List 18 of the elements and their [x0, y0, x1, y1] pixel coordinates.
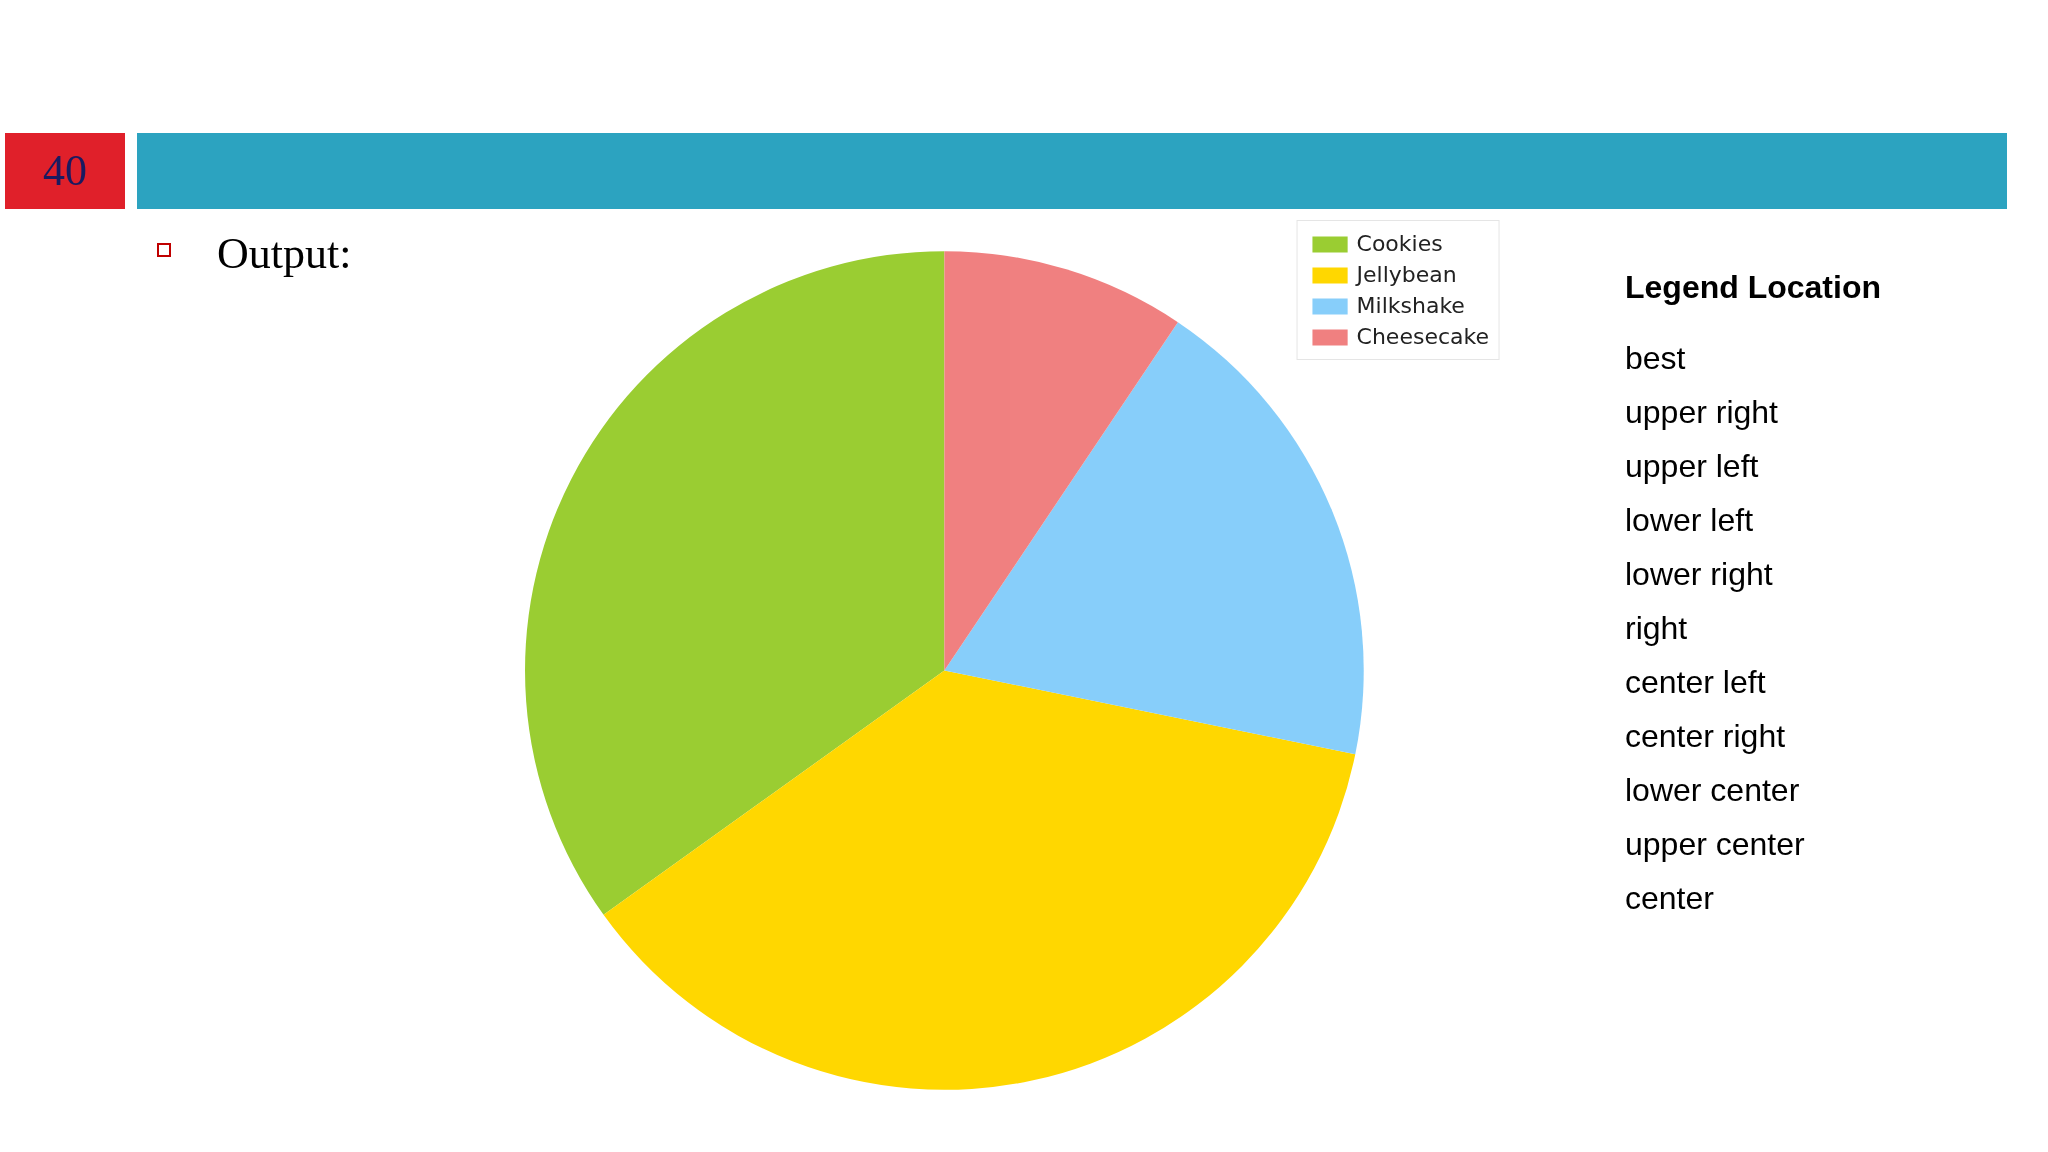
text: 40	[5, 133, 125, 209]
text: center right	[1625, 716, 1787, 756]
text: upper center	[1625, 824, 1806, 864]
legend-label: Milkshake	[1356, 293, 1465, 318]
legend-label: Cookies	[1356, 231, 1443, 256]
text: upper left	[1625, 446, 1760, 486]
text: center left	[1625, 662, 1767, 702]
text: lower left	[1625, 500, 1755, 540]
text: lower right	[1625, 554, 1774, 594]
legend-label: Jellybean	[1356, 262, 1457, 287]
text: Legend Location	[1625, 268, 1881, 307]
text: best	[1625, 338, 1687, 378]
text: center	[1625, 878, 1715, 918]
text: right	[1625, 608, 1689, 648]
text: lower center	[1625, 770, 1801, 810]
text: upper right	[1625, 392, 1779, 432]
text: Output:	[217, 228, 352, 280]
legend-label: Cheesecake	[1356, 324, 1489, 349]
